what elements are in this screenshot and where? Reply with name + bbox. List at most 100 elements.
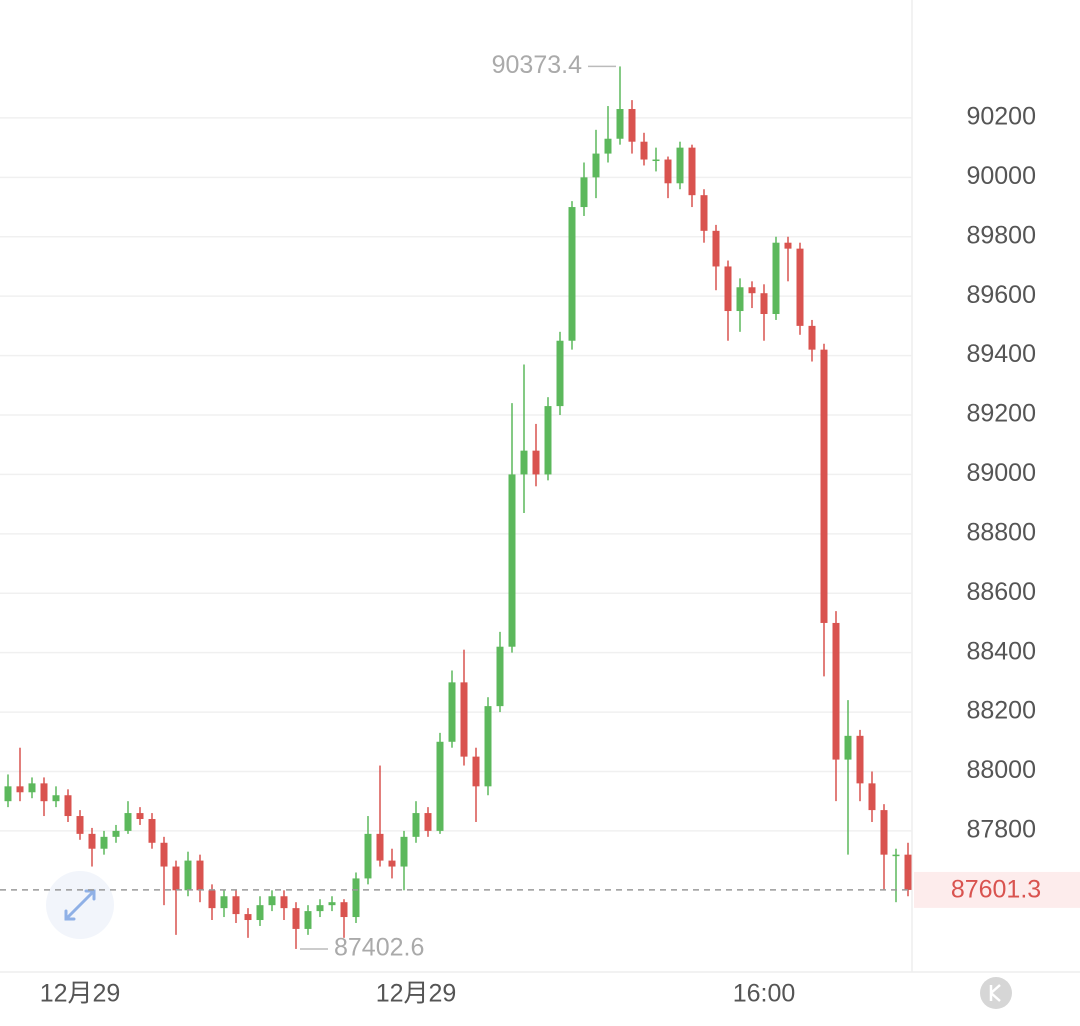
y-tick-label: 90000 <box>966 162 1036 190</box>
candle-body <box>388 860 396 867</box>
k-button[interactable] <box>980 977 1012 1009</box>
candle-body <box>16 786 24 793</box>
last-price-label: 87601.3 <box>951 876 1041 904</box>
candle-body <box>88 833 96 849</box>
candle-body <box>532 450 540 475</box>
candle-body <box>172 866 180 891</box>
candle-body <box>724 266 732 312</box>
candle-body <box>220 896 228 909</box>
candle-body <box>268 896 276 906</box>
candle-body <box>580 177 588 208</box>
candle-body <box>640 141 648 160</box>
candle-body <box>304 911 312 929</box>
x-tick-label: 16:00 <box>733 980 796 1008</box>
candle-body <box>676 147 684 184</box>
candle-body <box>820 349 828 623</box>
candle-body <box>328 902 336 906</box>
y-tick-label: 89000 <box>966 459 1036 487</box>
candle-body <box>4 786 12 802</box>
candle-body <box>196 860 204 891</box>
candle-body <box>652 159 660 162</box>
candle-body <box>160 842 168 867</box>
candle-body <box>124 813 132 831</box>
high-label: 90373.4 <box>492 51 582 79</box>
candle-body <box>448 682 456 742</box>
y-tick-label: 88200 <box>966 697 1036 725</box>
y-tick-label: 88800 <box>966 518 1036 546</box>
candle-body <box>40 783 48 802</box>
candle-body <box>736 287 744 312</box>
candle-body <box>520 450 528 475</box>
last-price-bg <box>914 871 1080 908</box>
candle-body <box>904 854 912 890</box>
candle-body <box>664 159 672 184</box>
candle-body <box>376 833 384 861</box>
y-tick-label: 89800 <box>966 221 1036 249</box>
candle-body <box>352 878 360 918</box>
candle-body <box>556 340 564 407</box>
candle-body <box>616 109 624 139</box>
candles <box>4 66 912 949</box>
x-tick-label: 12月29 <box>40 980 121 1008</box>
y-tick-label: 89600 <box>966 281 1036 309</box>
low-label: 87402.6 <box>334 934 424 962</box>
candle-body <box>844 735 852 760</box>
candle-body <box>436 741 444 831</box>
candle-body <box>340 902 348 918</box>
candle-body <box>136 813 144 820</box>
candle-body <box>112 830 120 837</box>
candle-body <box>784 242 792 249</box>
candle-body <box>244 914 252 921</box>
y-tick-label: 87800 <box>966 816 1036 844</box>
candle-body <box>892 854 900 857</box>
candle-body <box>28 783 36 793</box>
candle-body <box>100 836 108 849</box>
y-tick-label: 88000 <box>966 756 1036 784</box>
candle-body <box>868 783 876 811</box>
candle-body <box>628 109 636 142</box>
y-tick-label: 88600 <box>966 578 1036 606</box>
candle-body <box>232 896 240 915</box>
candle-body <box>280 896 288 909</box>
candle-body <box>772 242 780 314</box>
candle-body <box>472 756 480 787</box>
candle-body <box>796 248 804 326</box>
expand-icon <box>64 889 96 921</box>
candle-body <box>544 406 552 475</box>
candle-body <box>148 819 156 843</box>
k-button-bg <box>980 977 1012 1009</box>
candle-body <box>592 153 600 178</box>
candle-body <box>712 230 720 267</box>
candle-body <box>484 706 492 787</box>
candle-body <box>292 908 300 929</box>
candle-body <box>604 138 612 154</box>
grid <box>0 117 912 832</box>
candle-body <box>316 905 324 912</box>
y-tick-label: 88400 <box>966 637 1036 665</box>
candle-body <box>832 622 840 760</box>
candle-body <box>496 646 504 707</box>
candle-body <box>184 860 192 891</box>
candle-body <box>208 890 216 909</box>
candle-body <box>256 905 264 921</box>
candle-body <box>880 810 888 855</box>
candle-body <box>64 795 72 817</box>
expand-button[interactable] <box>46 871 114 939</box>
candle-body <box>760 293 768 314</box>
candle-body <box>808 325 816 350</box>
candle-body <box>460 682 468 757</box>
candle-body <box>688 147 696 196</box>
candle-body <box>364 833 372 879</box>
candle-body <box>700 195 708 231</box>
candle-body <box>424 813 432 831</box>
y-tick-label: 89200 <box>966 400 1036 428</box>
k-icon <box>989 984 1001 1002</box>
candle-body <box>76 816 84 834</box>
candle-body <box>412 813 420 837</box>
candle-body <box>856 735 864 784</box>
y-tick-label: 89400 <box>966 340 1036 368</box>
candle-body <box>748 287 756 294</box>
candle-body <box>52 795 60 802</box>
y-tick-label: 90200 <box>966 103 1036 131</box>
